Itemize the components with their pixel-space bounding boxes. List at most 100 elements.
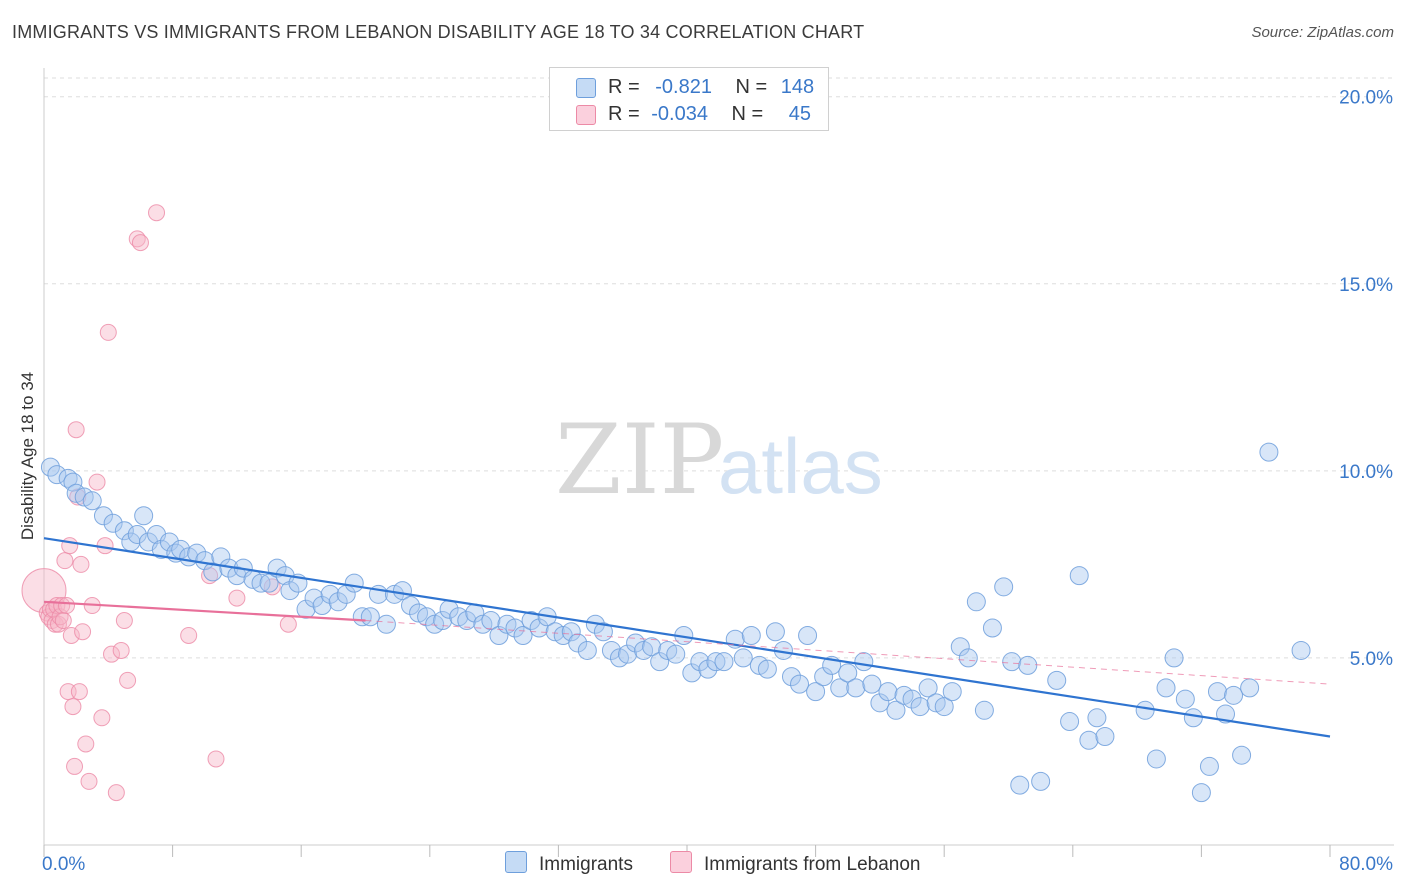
immigrants-point [870,693,890,713]
immigrants-point [650,652,670,672]
immigrants-point [878,682,898,702]
immigrants-point [950,637,970,657]
immigrants-point [376,614,396,634]
immigrants-points [40,442,1311,803]
immigrants-point [1079,730,1099,750]
lebanon-point [131,234,149,252]
lebanon-point [72,555,90,573]
immigrants-point [1047,670,1067,690]
immigrants-point [561,622,581,642]
bottom-legend-label: Immigrants from Lebanon [704,854,921,875]
immigrants-point [521,611,541,631]
immigrants-point [733,648,753,668]
immigrants-point [1060,712,1080,732]
x-tick-label: 80.0% [1339,854,1393,875]
chart-title: IMMIGRANTS VS IMMIGRANTS FROM LEBANON DI… [12,22,865,42]
source-label: Source: ZipAtlas.com [1251,24,1394,41]
immigrants-point [798,625,818,645]
immigrants-point [251,573,271,593]
immigrants-point [682,663,702,683]
lebanon-point [148,204,166,222]
legend-r-label: R = [608,76,640,98]
immigrants-point [312,596,332,616]
immigrants-point [505,618,525,638]
immigrants-point [1002,652,1022,672]
immigrants-point [513,625,533,645]
immigrants-point [601,640,621,660]
lebanon-point [180,626,198,644]
immigrants-point [886,700,906,720]
immigrants-point [934,697,954,717]
immigrants-point [1191,783,1211,803]
lebanon-point [77,735,95,753]
immigrants-point [1031,771,1051,791]
legend-n-value: 45 [788,103,812,125]
immigrants-point [902,689,922,709]
immigrants-point [966,592,986,612]
lebanon-points [21,204,297,802]
legend-swatch-blue [576,78,596,98]
bottom-legend-swatch-pink [670,851,692,873]
immigrants-point [127,524,147,544]
immigrants-point [280,581,300,601]
immigrants-point [982,618,1002,638]
immigrants-point [417,607,437,627]
lebanon-point [115,612,133,630]
immigrants-point [1164,648,1184,668]
bottom-legend-swatch-blue [505,851,527,873]
watermark: ZIP atlas [555,404,883,516]
lebanon-point [103,645,121,663]
immigrants-point [304,588,324,608]
immigrants-point [1156,678,1176,698]
immigrants-point [942,682,962,702]
immigrants-point [910,697,930,717]
legend-n-label: N = [731,103,764,125]
immigrants-point [618,644,638,664]
lebanon-point [99,323,117,341]
legend-r-label: R = [608,103,640,125]
immigrants-point [352,607,372,627]
immigrants-point [227,566,247,586]
lebanon-point [263,578,281,596]
immigrants-point [1010,775,1030,795]
immigrants-point [259,573,279,593]
legend-swatch-pink [576,105,596,125]
immigrants-point [757,659,777,679]
lebanon-point [56,552,74,570]
immigrants-point [1207,682,1227,702]
immigrants-point [642,637,662,657]
immigrants-point [1135,700,1155,720]
immigrants-point [814,667,834,687]
y-tick-label: 15.0% [1339,275,1393,296]
immigrants-point [1291,640,1311,660]
lebanon-point [69,488,87,506]
immigrants-point [790,674,810,694]
immigrants-point [577,640,597,660]
immigrants-point [666,644,686,664]
immigrants-point [433,611,453,631]
y-tick-label: 20.0% [1339,88,1393,109]
immigrants-point [568,633,588,653]
lebanon-point [74,623,92,641]
immigrants-point [63,472,83,492]
immigrants-point [706,652,726,672]
immigrants-point [765,622,785,642]
watermark-atlas: atlas [718,422,883,510]
immigrants-point [1087,708,1107,728]
lebanon-trend-line [43,600,366,622]
immigrants-point [1224,685,1244,705]
lebanon-point [279,615,297,633]
trend-lines [43,537,1331,738]
immigrants-point [781,667,801,687]
immigrants-point [838,663,858,683]
lebanon-point [64,698,82,716]
immigrants-point [974,700,994,720]
immigrants-point [714,652,734,672]
immigrants-point [47,465,67,485]
immigrants-point [698,659,718,679]
lebanon-point [112,641,130,659]
immigrants-point [1069,566,1089,586]
immigrants-point [134,506,154,526]
immigrants-point [1018,655,1038,675]
